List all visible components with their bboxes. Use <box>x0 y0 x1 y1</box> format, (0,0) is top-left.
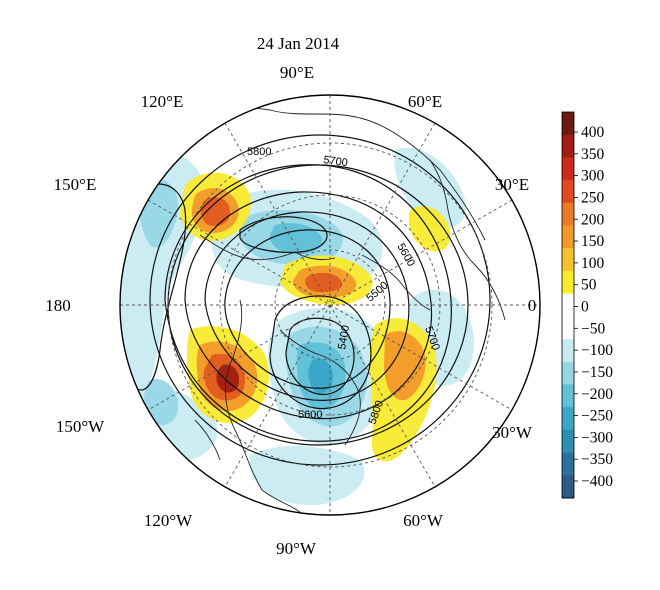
colorbar-swatch <box>562 429 574 454</box>
colorbar-swatch <box>562 339 574 363</box>
lon-label-0: 0 <box>528 296 537 315</box>
colorbar-tick-label: −350 <box>581 451 613 468</box>
contour-label: 5400 <box>336 324 352 350</box>
lon-label-90w: 90°W <box>276 539 317 558</box>
contour-label: 5600 <box>298 409 322 421</box>
colorbar-swatch <box>562 316 574 340</box>
colorbar-tick-label: −100 <box>581 342 613 359</box>
colorbar-tick-label: −400 <box>581 473 613 490</box>
lon-label-60w: 60°W <box>403 511 444 530</box>
colorbar-swatch <box>562 407 574 431</box>
colorbar-tick-label: −200 <box>581 386 613 403</box>
colorbar: 400 350 300 250 200 150 100 50 0 −50 −100 −150 −200 −… <box>561 111 613 499</box>
colorbar-tick-label: −50 <box>581 320 605 337</box>
colorbar-swatch <box>562 134 574 158</box>
colorbar-swatch <box>562 180 574 204</box>
map-disk: 5800 5700 5600 5500 5400 5600 5700 5800 <box>119 94 541 516</box>
lon-label-30e: 30°E <box>495 175 529 194</box>
colorbar-swatch <box>562 475 574 499</box>
lon-label-90e: 90°E <box>280 63 314 82</box>
colorbar-tick-label: −300 <box>581 429 613 446</box>
colorbar-tick-label: 250 <box>581 189 605 206</box>
lon-label-120e: 120°E <box>141 92 184 111</box>
map-title: 24 Jan 2014 <box>257 34 340 53</box>
colorbar-tick-label: −250 <box>581 408 613 425</box>
colorbar-tick-label: 0 <box>581 299 589 316</box>
lon-label-150e: 150°E <box>54 175 97 194</box>
colorbar-frame <box>561 111 575 499</box>
lon-label-180: 180 <box>45 296 71 315</box>
colorbar-tick-label: 150 <box>581 233 605 250</box>
colorbar-swatch <box>562 112 574 136</box>
colorbar-tick-label: 350 <box>581 146 605 163</box>
lon-label-30w: 30°W <box>492 423 533 442</box>
colorbar-tick-label: 400 <box>581 124 605 141</box>
anomaly-shading <box>120 147 474 505</box>
contour-label: 5800 <box>247 146 271 158</box>
colorbar-swatch <box>562 384 574 408</box>
colorbar-swatch <box>562 202 574 227</box>
colorbar-swatch <box>562 293 574 317</box>
contour-label: 5700 <box>323 154 349 169</box>
colorbar-swatch <box>562 225 574 249</box>
colorbar-swatch <box>562 270 574 295</box>
lon-label-120w: 120°W <box>144 511 193 530</box>
colorbar-swatch <box>562 452 574 476</box>
colorbar-tick-label: 300 <box>581 168 605 185</box>
colorbar-swatch <box>562 248 574 272</box>
colorbar-tick-label: 200 <box>581 211 605 228</box>
colorbar-swatch <box>562 157 574 181</box>
lon-label-150w: 150°W <box>56 417 105 436</box>
colorbar-tick-label: 100 <box>581 255 605 272</box>
colorbar-tick-label: −150 <box>581 364 613 381</box>
colorbar-swatch <box>562 361 574 385</box>
graticule <box>120 95 540 515</box>
longitude-labels: 90°E 60°E 30°E 0 30°W 60°W 90°W 120°W 15… <box>45 63 536 558</box>
colorbar-tick-label: 50 <box>581 277 597 294</box>
lon-label-60e: 60°E <box>408 92 442 111</box>
